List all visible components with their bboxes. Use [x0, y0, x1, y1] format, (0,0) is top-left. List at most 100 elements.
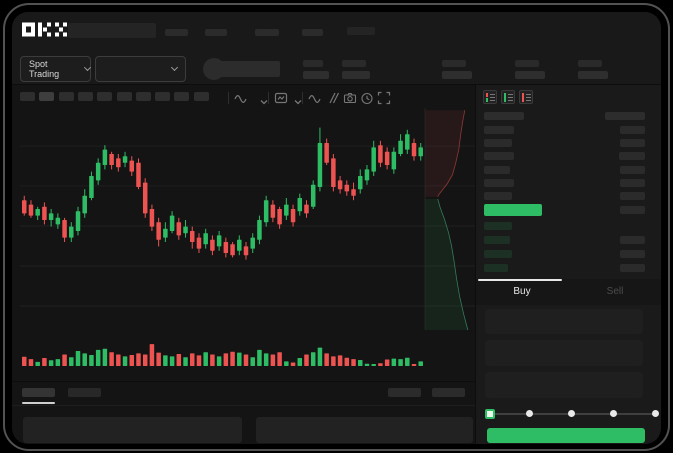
- slider-handle[interactable]: [485, 408, 495, 419]
- nav-item-placeholder[interactable]: [205, 29, 227, 36]
- ask-amount-placeholder[interactable]: [620, 165, 645, 174]
- candlestick-chart[interactable]: [20, 108, 476, 378]
- pair-name-placeholder[interactable]: [220, 61, 280, 77]
- timeframe-chip[interactable]: [193, 92, 209, 101]
- stat-label-placeholder: [303, 60, 323, 67]
- timeframe-chip[interactable]: [174, 92, 190, 101]
- order-total-field[interactable]: [485, 372, 643, 398]
- timeframe-chip[interactable]: [97, 92, 113, 101]
- chart-type-icon[interactable]: [234, 91, 248, 105]
- chevron-down-icon[interactable]: [259, 94, 273, 108]
- stat-label-placeholder: [342, 60, 366, 67]
- bottom-tab-placeholder[interactable]: [68, 388, 101, 397]
- chevron-down-icon[interactable]: [293, 94, 307, 108]
- pair-select-dropdown[interactable]: [95, 56, 186, 82]
- bottom-tab-placeholder[interactable]: [22, 388, 55, 397]
- bottom-right-placeholder[interactable]: [388, 388, 421, 397]
- ticker-stat: [578, 60, 608, 80]
- ask-amount-placeholder[interactable]: [620, 206, 645, 214]
- order-price-field[interactable]: [485, 309, 643, 334]
- bid-price-placeholder[interactable]: [484, 250, 512, 258]
- orderbook-view-asks-icon[interactable]: [519, 90, 533, 104]
- timeframe-chip[interactable]: [135, 92, 151, 101]
- stat-value-placeholder: [515, 71, 545, 79]
- ticker-stat: [303, 60, 329, 80]
- ask-price-placeholder[interactable]: [484, 178, 514, 187]
- camera-icon[interactable]: [343, 91, 357, 105]
- chart-gridlines: [20, 145, 476, 307]
- stat-value-placeholder: [342, 71, 370, 79]
- ask-price-placeholder[interactable]: [484, 139, 512, 148]
- slider-stop[interactable]: [651, 410, 659, 417]
- current-price-bar[interactable]: [484, 204, 542, 216]
- okx-logo[interactable]: [22, 22, 68, 37]
- fullscreen-icon[interactable]: [377, 91, 391, 105]
- ask-amount-placeholder[interactable]: [620, 192, 645, 200]
- bid-price-placeholder[interactable]: [484, 236, 510, 244]
- timeframe-chip[interactable]: [116, 92, 132, 101]
- nav-item-placeholder[interactable]: [255, 29, 279, 36]
- toolbar-separator: [228, 92, 229, 104]
- bid-amount-placeholder[interactable]: [620, 236, 645, 244]
- ask-price-placeholder[interactable]: [484, 152, 514, 161]
- nav-right-placeholder[interactable]: [347, 27, 375, 35]
- depth-overlay: [424, 108, 469, 331]
- bottom-section-divider: [12, 381, 476, 382]
- market-type-label: Spot Trading: [29, 59, 60, 79]
- ask-price-placeholder[interactable]: [484, 165, 510, 174]
- timeframe-chip[interactable]: [20, 92, 35, 101]
- ask-amount-placeholder[interactable]: [620, 178, 645, 187]
- sell-tab[interactable]: Sell: [606, 286, 624, 297]
- indicators-icon[interactable]: [274, 91, 288, 105]
- stat-value-placeholder: [442, 71, 472, 79]
- bottom-right-placeholder[interactable]: [432, 388, 465, 397]
- amount-slider[interactable]: [485, 408, 659, 419]
- compare-icon[interactable]: [326, 91, 340, 105]
- bid-price-placeholder[interactable]: [484, 264, 508, 272]
- orderbook-view-both-icon[interactable]: [483, 90, 497, 104]
- coin-avatar[interactable]: [203, 58, 225, 80]
- active-tab-indicator: [478, 279, 562, 281]
- slider-stop[interactable]: [609, 410, 617, 417]
- ask-price-placeholder[interactable]: [484, 192, 512, 200]
- ask-amount-placeholder[interactable]: [620, 126, 645, 134]
- nav-item-placeholder[interactable]: [302, 29, 323, 36]
- ask-amount-placeholder[interactable]: [620, 139, 645, 148]
- order-side-tabbar: Buy Sell: [476, 279, 661, 305]
- ticker-stat: [515, 60, 545, 80]
- stat-value-placeholder: [578, 71, 608, 79]
- bottom-panel-box[interactable]: [256, 417, 473, 443]
- orderbook-header-placeholder: [605, 112, 645, 120]
- chevron-down-icon: [84, 63, 92, 72]
- timeframe-chip[interactable]: [58, 92, 74, 101]
- bottom-panel-box[interactable]: [23, 417, 242, 443]
- timeframe-chip[interactable]: [155, 92, 171, 101]
- order-amount-field[interactable]: [485, 340, 643, 366]
- timeframe-chip[interactable]: [77, 92, 93, 101]
- ask-amount-placeholder[interactable]: [619, 152, 645, 161]
- buy-submit-button[interactable]: [487, 428, 645, 443]
- market-type-dropdown[interactable]: Spot Trading: [20, 56, 92, 82]
- header-divider: [12, 84, 661, 85]
- bid-amount-placeholder[interactable]: [620, 264, 645, 272]
- clock-icon[interactable]: [360, 91, 374, 105]
- top-navigation: [12, 12, 661, 52]
- bottom-tabs-divider: [12, 405, 476, 406]
- panel-divider: [475, 85, 476, 444]
- search-pill[interactable]: [68, 23, 156, 38]
- line-chart-icon[interactable]: [308, 91, 322, 105]
- stat-label-placeholder: [442, 60, 466, 67]
- timeframe-chip[interactable]: [39, 92, 55, 101]
- bid-price-placeholder[interactable]: [484, 222, 512, 230]
- chevron-down-icon: [170, 63, 179, 72]
- slider-stop[interactable]: [526, 410, 534, 417]
- buy-tab[interactable]: Buy: [513, 286, 531, 297]
- ask-price-placeholder[interactable]: [484, 126, 514, 134]
- volume-bars: [22, 344, 423, 366]
- slider-stop[interactable]: [568, 410, 575, 417]
- stat-value-placeholder: [303, 71, 329, 79]
- orderbook-view-bids-icon[interactable]: [501, 90, 515, 104]
- bid-amount-placeholder[interactable]: [620, 250, 645, 258]
- nav-item-placeholder[interactable]: [165, 29, 188, 36]
